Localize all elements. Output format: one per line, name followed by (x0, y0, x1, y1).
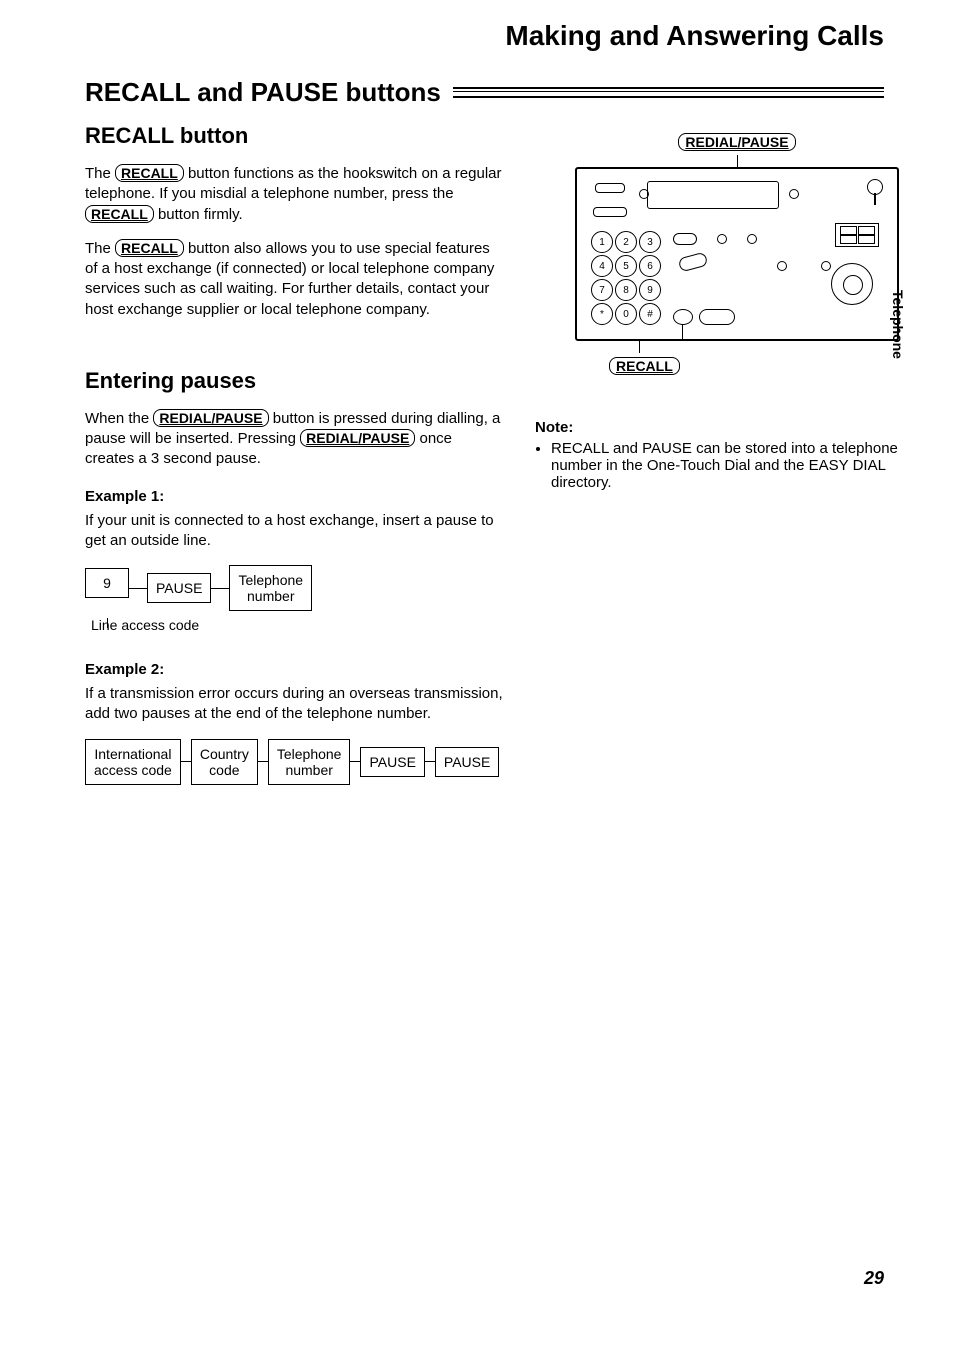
keypad-key: 4 (591, 255, 613, 277)
device-button-icon (673, 233, 697, 245)
redial-pause-button-label: REDIAL/PAUSE (300, 429, 415, 447)
device-dot-icon (747, 234, 757, 244)
flow-box-pause: PAUSE (435, 747, 499, 777)
device-jog-dial-icon (831, 263, 873, 305)
example2-heading: Example 2: (85, 661, 505, 678)
note-heading: Note: (535, 419, 939, 436)
keypad-key: 5 (615, 255, 637, 277)
flow-box-country: Country code (191, 739, 258, 785)
flow-box-intl: International access code (85, 739, 181, 785)
keypad-key: 2 (615, 231, 637, 253)
recall-heading: RECALL button (85, 123, 505, 149)
device-dot-icon (821, 261, 831, 271)
keypad-key: * (591, 303, 613, 325)
fax-device-illustration: 1 2 3 4 5 6 7 8 9 * 0 # (575, 167, 899, 341)
device-screen-icon (647, 181, 779, 209)
device-dot-icon (717, 234, 727, 244)
handset-icon (867, 179, 883, 195)
device-btn-icon (858, 235, 875, 244)
example2-flow: International access code Country code T… (85, 739, 505, 785)
keypad-key: 0 (615, 303, 637, 325)
note-list: RECALL and PAUSE can be stored into a te… (535, 440, 939, 491)
example1-caption: Line access code (91, 617, 505, 633)
keypad-key: 3 (639, 231, 661, 253)
flow-box-telnum: Telephone number (268, 739, 351, 785)
device-slot-icon (593, 207, 627, 217)
recall-callout: RECALL (609, 357, 680, 375)
chapter-title: Making and Answering Calls (85, 20, 884, 52)
keypad-key: 8 (615, 279, 637, 301)
flow-connector (181, 761, 191, 762)
callout-line (639, 341, 640, 353)
title-rule (453, 87, 884, 98)
flow-box-pause: PAUSE (360, 747, 424, 777)
txt: The (85, 165, 115, 182)
device-diagram: REDIAL/PAUSE 1 2 3 4 5 6 (535, 129, 939, 379)
device-btn-icon (840, 235, 857, 244)
recall-para-1: The RECALL button functions as the hooks… (85, 164, 505, 225)
pauses-heading: Entering pauses (85, 368, 505, 394)
keypad-key: 9 (639, 279, 661, 301)
txt: When the (85, 410, 153, 427)
device-btn-icon (840, 226, 857, 235)
device-btn-icon (858, 226, 875, 235)
recall-button-label: RECALL (85, 205, 154, 223)
example1-text: If your unit is connected to a host exch… (85, 511, 505, 552)
callout-line (737, 155, 738, 167)
recall-button-label: RECALL (115, 239, 184, 257)
page-number: 29 (864, 1268, 884, 1289)
example1-heading: Example 1: (85, 488, 505, 505)
example1-flow: 9 PAUSE Telephone number (85, 565, 505, 611)
txt: button firmly. (154, 206, 243, 223)
device-slot-icon (595, 183, 625, 193)
txt: The (85, 240, 115, 257)
flow-connector (129, 588, 147, 589)
flow-box-9: 9 (85, 568, 129, 598)
flow-box-telnum: Telephone number (229, 565, 312, 611)
keypad-key: 7 (591, 279, 613, 301)
flow-tick (107, 618, 108, 628)
note-item: RECALL and PAUSE can be stored into a te… (551, 440, 939, 491)
device-button-icon (699, 309, 735, 325)
flow-box-pause: PAUSE (147, 573, 211, 603)
device-recall-icon (673, 309, 693, 325)
keypad-key: 6 (639, 255, 661, 277)
flow-connector (425, 761, 435, 762)
side-tab: Telephone (890, 290, 906, 359)
redial-pause-button-label: REDIAL/PAUSE (153, 409, 268, 427)
section-title: RECALL and PAUSE buttons (85, 77, 884, 108)
section-title-text: RECALL and PAUSE buttons (85, 77, 441, 108)
flow-connector (258, 761, 268, 762)
flow-connector (211, 588, 229, 589)
flow-connector (350, 761, 360, 762)
device-dot-icon (777, 261, 787, 271)
device-dot-icon (789, 189, 799, 199)
example2-text: If a transmission error occurs during an… (85, 684, 505, 725)
keypad-key: # (639, 303, 661, 325)
device-button-icon (678, 252, 709, 273)
callout-line (682, 325, 683, 339)
redial-pause-callout: REDIAL/PAUSE (678, 133, 795, 151)
recall-para-2: The RECALL button also allows you to use… (85, 239, 505, 320)
keypad-key: 1 (591, 231, 613, 253)
device-keypad: 1 2 3 4 5 6 7 8 9 * 0 # (591, 231, 661, 325)
pauses-para-1: When the REDIAL/PAUSE button is pressed … (85, 409, 505, 470)
recall-button-label: RECALL (115, 164, 184, 182)
